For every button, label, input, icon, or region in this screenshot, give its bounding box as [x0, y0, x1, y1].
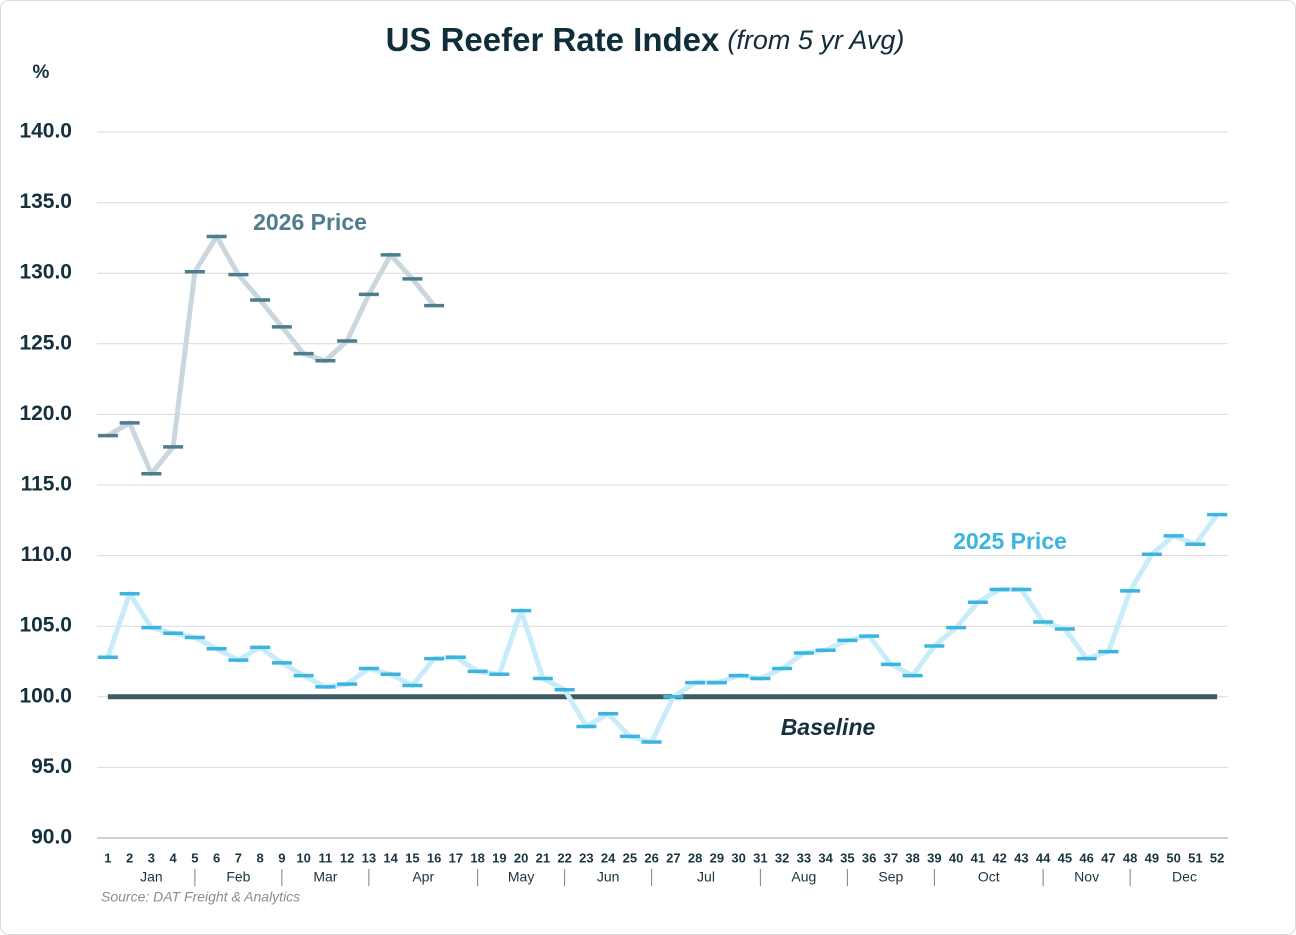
y-tick-label: 140.0	[19, 120, 72, 143]
month-label: Mar	[313, 869, 337, 885]
series-line	[105, 513, 1220, 745]
x-tick-label: 5	[191, 850, 198, 865]
x-tick-label: 31	[753, 850, 767, 865]
x-tick-label: 38	[905, 850, 919, 865]
month-label: Aug	[791, 869, 816, 885]
x-tick-label: 25	[623, 850, 637, 865]
y-tick-label: 100.0	[19, 684, 72, 707]
x-tick-label: 37	[884, 850, 898, 865]
month-label: May	[508, 869, 534, 885]
x-tick-label: 44	[1036, 850, 1051, 865]
x-tick-label: 45	[1058, 850, 1072, 865]
x-tick-label: 33	[797, 850, 811, 865]
y-tick-label: 125.0	[19, 331, 72, 354]
x-tick-label: 21	[536, 850, 550, 865]
x-tick-label: 49	[1145, 850, 1159, 865]
x-tick-label: 30	[731, 850, 745, 865]
x-tick-label: 15	[405, 850, 419, 865]
x-tick-label: 43	[1014, 850, 1028, 865]
title: US Reefer Rate Index (from 5 yr Avg)	[386, 21, 905, 58]
source: Source: DAT Freight & Analytics	[101, 889, 300, 905]
x-tick-label: 36	[862, 850, 876, 865]
month-label: Feb	[226, 869, 250, 885]
x-tick-label: 11	[319, 850, 333, 865]
y-tick-label: 115.0	[21, 473, 72, 496]
x-tick-label: 24	[601, 850, 616, 865]
month-label: Sep	[878, 869, 903, 885]
x-tick-label: 18	[470, 850, 484, 865]
x-tick-label: 1	[104, 850, 111, 865]
baseline-label: Baseline	[781, 714, 876, 740]
month-label: Dec	[1172, 869, 1197, 885]
x-tick-label: 9	[278, 850, 285, 865]
y-tick-label: 130.0	[19, 261, 72, 284]
x-tick-label: 34	[818, 850, 833, 865]
x-tick-label: 42	[992, 850, 1006, 865]
series-label: 2025 Price	[953, 528, 1067, 554]
x-tick-label: 39	[927, 850, 941, 865]
x-tick-label: 40	[949, 850, 963, 865]
x-tick-label: 23	[579, 850, 593, 865]
x-tick-label: 27	[666, 850, 680, 865]
y-axis-label: %	[33, 62, 50, 83]
x-tick-label: 35	[840, 850, 854, 865]
x-tick-label: 4	[170, 850, 178, 865]
month-label: Jun	[597, 869, 620, 885]
x-tick-label: 28	[688, 850, 702, 865]
x-tick-label: 10	[296, 850, 310, 865]
x-tick-label: 3	[148, 850, 155, 865]
series-line	[106, 233, 437, 477]
x-tick-label: 50	[1166, 850, 1180, 865]
x-tick-label: 6	[213, 850, 220, 865]
x-tick-label: 32	[775, 850, 789, 865]
x-tick-label: 16	[427, 850, 441, 865]
month-label: Apr	[412, 869, 434, 885]
month-label: Nov	[1074, 869, 1099, 885]
x-tick-label: 17	[449, 850, 463, 865]
x-tick-label: 13	[362, 850, 376, 865]
y-tick-label: 90.0	[31, 826, 72, 849]
x-tick-label: 51	[1188, 850, 1202, 865]
y-tick-label: 120.0	[19, 402, 72, 425]
y-tick-label: 105.0	[19, 614, 72, 637]
x-tick-label: 48	[1123, 850, 1137, 865]
series-label: 2026 Price	[253, 209, 367, 235]
y-tick-label: 95.0	[31, 755, 72, 778]
month-label: Jan	[140, 869, 163, 885]
x-tick-label: 7	[235, 850, 242, 865]
x-tick-label: 2	[126, 850, 133, 865]
month-label: Oct	[978, 869, 1000, 885]
x-tick-label: 41	[971, 850, 985, 865]
x-tick-label: 52	[1210, 850, 1224, 865]
chart-title: US Reefer Rate Index	[386, 21, 720, 58]
x-tick-label: 8	[257, 850, 264, 865]
x-tick-label: 26	[644, 850, 658, 865]
y-tick-label: 135.0	[19, 190, 72, 213]
chart-subtitle: (from 5 yr Avg)	[727, 25, 904, 55]
x-tick-label: 47	[1101, 850, 1115, 865]
x-tick-label: 29	[710, 850, 724, 865]
y-tick-label: 110.0	[21, 543, 72, 566]
x-tick-label: 46	[1079, 850, 1093, 865]
x-tick-label: 20	[514, 850, 528, 865]
x-tick-label: 19	[492, 850, 506, 865]
x-tick-label: 12	[340, 850, 354, 865]
month-label: Jul	[697, 869, 715, 885]
x-tick-label: 14	[383, 850, 398, 865]
x-tick-label: 22	[557, 850, 571, 865]
